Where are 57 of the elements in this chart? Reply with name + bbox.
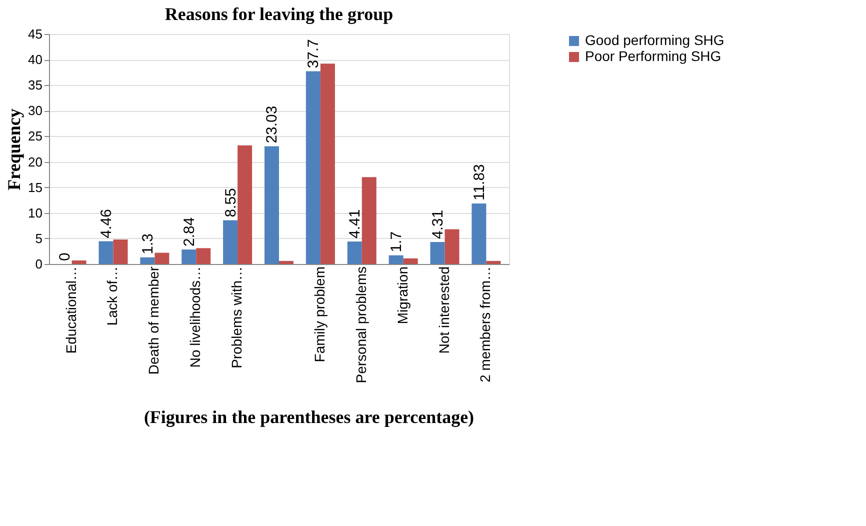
text: (Figures in the parentheses are percentage) (144, 407, 474, 427)
legend-label: Poor Performing SHG (585, 48, 722, 64)
bar (182, 249, 196, 264)
bar (238, 145, 252, 264)
data-label: 4.46 (98, 209, 115, 238)
legend-label: Good performing SHG (585, 32, 724, 48)
y-tick-label: 35 (28, 78, 42, 93)
chart-title: Reasons for leaving the group (164, 4, 394, 24)
y-tick-label: 25 (28, 128, 42, 144)
bar (320, 64, 335, 264)
bar (264, 146, 279, 264)
bar (306, 71, 320, 264)
data-label: 4.31 (430, 210, 447, 239)
data-label: 2.84 (180, 217, 198, 246)
y-tick-label: 40 (28, 52, 42, 68)
x-tick-label: Educational… (62, 266, 79, 354)
data-label: 23.03 (264, 106, 281, 144)
bar (403, 258, 418, 264)
y-tick-label: 20 (28, 154, 42, 170)
x-tick-label: Problems with… (228, 266, 245, 368)
bar (72, 260, 86, 264)
y-tick-label: 30 (28, 103, 42, 118)
x-tick-label: Death of member (146, 266, 162, 375)
bar (388, 255, 404, 264)
bar (98, 241, 114, 264)
data-label: 1.3 (139, 233, 156, 254)
x-tick-label: Lack of… (104, 266, 120, 326)
x-tick-label: Family problem (311, 266, 328, 362)
y-tick-label: 45 (28, 26, 42, 42)
x-tick-label: No livelihoods… (187, 266, 204, 368)
data-label: 4.41 (346, 209, 364, 238)
bar (347, 241, 362, 264)
bar (113, 239, 128, 264)
data-label: 11.83 (470, 164, 488, 201)
bar (279, 260, 294, 264)
bar (223, 220, 238, 264)
bar (486, 260, 501, 264)
bar (430, 242, 445, 264)
bar (362, 177, 376, 264)
y-axis-title: Frequency (4, 108, 24, 190)
data-label: 0 (56, 252, 74, 261)
x-tick-label: 2 members from… (477, 266, 494, 382)
x-tick-label: Migration (394, 266, 410, 324)
data-label: 8.55 (222, 188, 240, 218)
bar (472, 204, 486, 264)
bar (196, 248, 211, 264)
bar (444, 229, 460, 264)
x-tick-label: Personal problems (352, 266, 369, 384)
data-label: 1.7 (388, 231, 406, 252)
data-label: 37.7 (305, 39, 322, 68)
bar (140, 257, 155, 264)
y-tick-label: 5 (35, 230, 42, 246)
x-tick-label: Not interested (436, 266, 452, 354)
y-tick-label: 10 (28, 205, 42, 220)
bar (154, 252, 170, 264)
y-tick-label: 0 (35, 256, 42, 272)
y-tick-label: 15 (28, 180, 42, 195)
